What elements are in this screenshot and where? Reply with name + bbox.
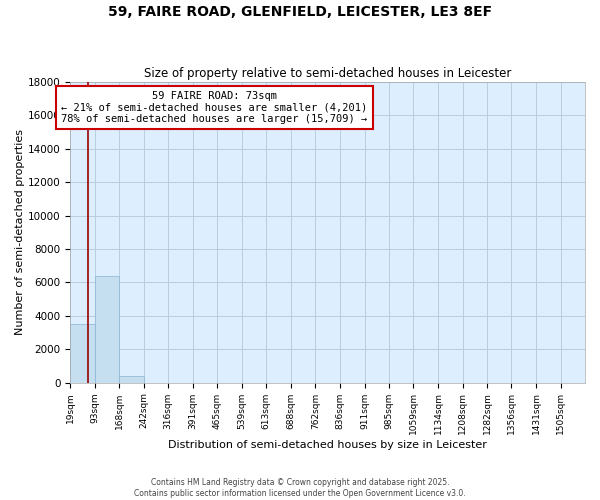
Text: Contains HM Land Registry data © Crown copyright and database right 2025.
Contai: Contains HM Land Registry data © Crown c… [134,478,466,498]
Bar [95,276,119,382]
Text: 59, FAIRE ROAD, GLENFIELD, LEICESTER, LE3 8EF: 59, FAIRE ROAD, GLENFIELD, LEICESTER, LE… [108,5,492,19]
Bar [119,376,144,382]
Y-axis label: Number of semi-detached properties: Number of semi-detached properties [15,130,25,336]
Title: Size of property relative to semi-detached houses in Leicester: Size of property relative to semi-detach… [144,66,511,80]
Text: 59 FAIRE ROAD: 73sqm
← 21% of semi-detached houses are smaller (4,201)
78% of se: 59 FAIRE ROAD: 73sqm ← 21% of semi-detac… [61,91,368,124]
X-axis label: Distribution of semi-detached houses by size in Leicester: Distribution of semi-detached houses by … [168,440,487,450]
Bar [70,324,95,382]
